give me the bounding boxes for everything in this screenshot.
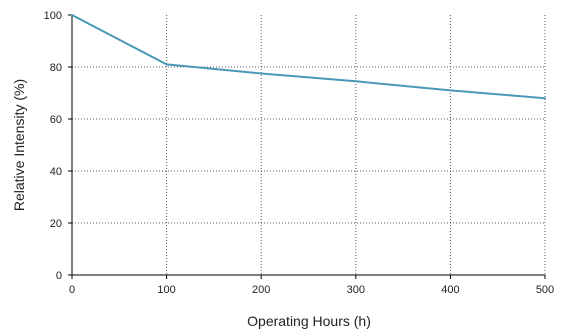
series-line [71, 14, 546, 100]
x-tick-label: 400 [441, 284, 459, 296]
x-tick-label: 200 [252, 284, 270, 296]
y-tick-label: 80 [50, 62, 62, 74]
y-axis-title: Relative Intensity (%) [11, 79, 27, 211]
axes [71, 15, 545, 276]
y-tick-labels: 0 20 40 60 80 100 [44, 10, 62, 282]
x-tick-label: 300 [347, 284, 365, 296]
x-tick-label: 500 [536, 284, 554, 296]
y-tick-label: 20 [50, 218, 62, 230]
series-lines [71, 14, 546, 100]
x-tick-label: 100 [157, 284, 175, 296]
grid-lines [72, 15, 546, 275]
x-tick-label: 0 [69, 284, 75, 296]
tick-marks [68, 14, 546, 279]
y-tick-label: 40 [50, 166, 62, 178]
y-tick-label: 100 [44, 10, 62, 22]
x-tick-labels: 0 100 200 300 400 500 [69, 284, 554, 296]
x-axis-title: Operating Hours (h) [247, 313, 371, 329]
y-tick-label: 60 [50, 114, 62, 126]
y-tick-label: 0 [56, 270, 62, 282]
